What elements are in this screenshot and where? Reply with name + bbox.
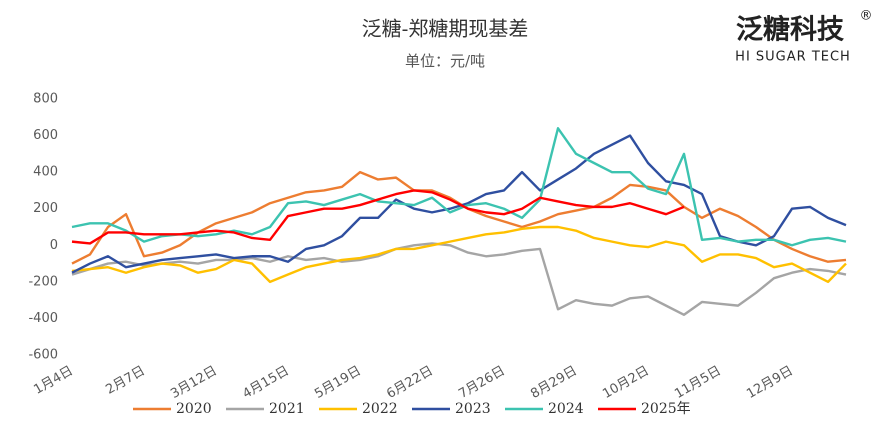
logo-mark: ® bbox=[860, 9, 873, 24]
legend-label: 2023 bbox=[455, 401, 491, 417]
legend-label: 2020 bbox=[176, 401, 212, 417]
x-tick-label: 7月26日 bbox=[456, 364, 508, 402]
y-tick-label: 800 bbox=[33, 92, 58, 107]
x-tick-label: 6月22日 bbox=[384, 364, 436, 402]
x-tick-label: 5月19日 bbox=[312, 364, 364, 402]
series-line bbox=[71, 134, 847, 274]
y-tick-label: 200 bbox=[33, 201, 58, 216]
y-tick-label: 0 bbox=[50, 238, 58, 253]
y-tick-label: 400 bbox=[33, 165, 58, 180]
logo-tagline: HI SUGAR TECH bbox=[735, 50, 851, 65]
x-tick-label: 12月9日 bbox=[744, 364, 796, 402]
y-tick-label: -200 bbox=[28, 274, 58, 289]
series-line bbox=[71, 189, 685, 245]
x-tick-label: 11月5日 bbox=[672, 364, 724, 402]
legend-label: 2025年 bbox=[641, 401, 691, 417]
series-line bbox=[71, 242, 847, 316]
y-tick-label: -600 bbox=[28, 348, 58, 363]
legend-label: 2021 bbox=[269, 401, 305, 417]
x-tick-label: 8月29日 bbox=[528, 364, 580, 402]
x-tick-label: 4月15日 bbox=[240, 364, 292, 402]
legend-label: 2022 bbox=[362, 401, 398, 417]
logo-name: 泛糖科技 bbox=[736, 14, 844, 46]
series-line bbox=[71, 127, 847, 247]
x-tick-label: 10月2日 bbox=[600, 364, 652, 402]
x-tick-label: 2月7日 bbox=[103, 364, 147, 398]
series-line bbox=[71, 225, 847, 284]
x-tick-label: 1月4日 bbox=[31, 364, 75, 398]
x-tick-label: 3月12日 bbox=[168, 364, 220, 402]
y-tick-label: -400 bbox=[28, 311, 58, 326]
chart-subtitle: 单位：元/吨 bbox=[405, 52, 485, 70]
y-tick-label: 600 bbox=[33, 128, 58, 143]
legend-label: 2024 bbox=[548, 401, 584, 417]
chart-title: 泛糖-郑糖期现基差 bbox=[362, 17, 529, 41]
